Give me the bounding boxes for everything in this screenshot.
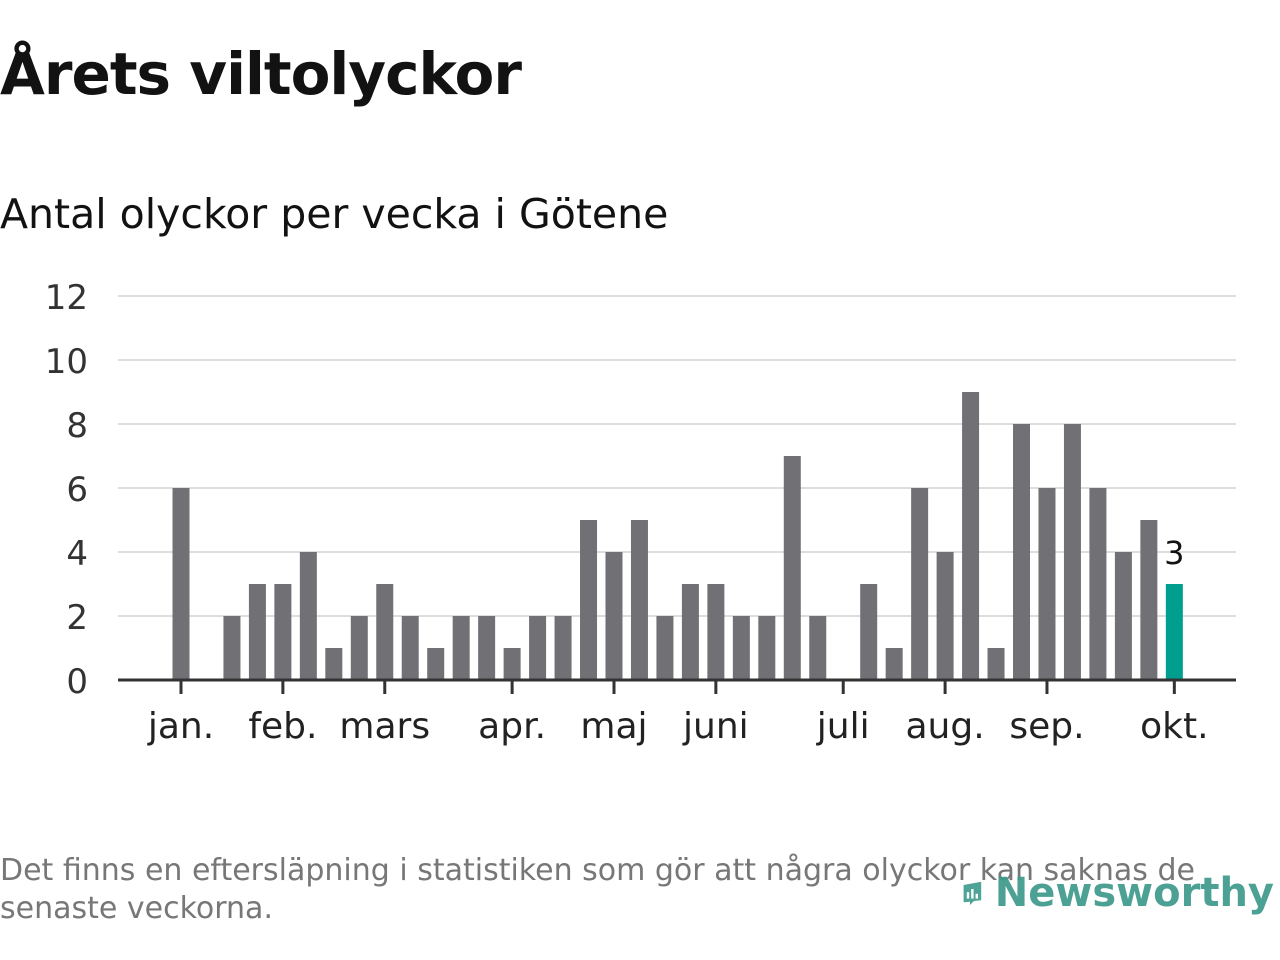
bar <box>1114 552 1132 680</box>
bar <box>325 648 343 680</box>
bars <box>172 392 1183 680</box>
bar <box>1063 424 1081 680</box>
labels: 3 <box>1164 534 1184 572</box>
bar <box>1013 424 1031 680</box>
bar <box>936 552 954 680</box>
bar <box>376 584 394 680</box>
x-tick-label: jan. <box>147 706 214 747</box>
y-tick-label: 12 <box>45 278 88 318</box>
bar <box>580 520 598 680</box>
bar <box>1089 488 1107 680</box>
x-tick-label: feb. <box>248 706 317 747</box>
chart-subtitle: Antal olyckor per vecka i Götene <box>0 190 669 238</box>
x-tick-label: juli <box>816 706 870 747</box>
y-tick-label: 8 <box>66 406 88 446</box>
x-tick-label: maj <box>580 706 647 747</box>
y-tick-label: 2 <box>66 598 88 638</box>
x-tick-label: mars <box>339 706 430 747</box>
bar <box>1140 520 1158 680</box>
bar <box>172 488 190 680</box>
x-axis: jan. feb. mars apr. maj juni juli aug. sep. okt. <box>118 678 1236 747</box>
y-tick-label: 0 <box>66 662 88 702</box>
bar <box>274 584 292 680</box>
bar <box>478 616 496 680</box>
newsworthy-logo: Newsworthy <box>962 858 1274 928</box>
bar <box>783 456 801 680</box>
y-tick-label: 10 <box>45 342 88 382</box>
bar <box>503 648 521 680</box>
bar <box>758 616 776 680</box>
bar <box>885 648 903 680</box>
bar <box>554 616 572 680</box>
bar <box>1038 488 1056 680</box>
newsworthy-logo-icon <box>963 881 982 905</box>
bar <box>299 552 317 680</box>
y-tick-label: 4 <box>66 534 88 574</box>
bar-chart: 0 2 4 6 8 10 12 jan. feb. mars apr. maj juni juli aug… <box>45 278 1236 747</box>
footnote: Det finns en eftersläpning i statistiken… <box>0 853 1195 926</box>
x-tick-label: juni <box>682 706 749 747</box>
bar <box>452 616 470 680</box>
bar <box>732 616 750 680</box>
bar <box>427 648 445 680</box>
x-tick-label: aug. <box>906 706 985 747</box>
bar <box>529 616 547 680</box>
x-tick-label: sep. <box>1009 706 1084 747</box>
bar <box>707 584 725 680</box>
x-tick-label: apr. <box>478 706 546 747</box>
bar <box>401 616 419 680</box>
logo-wordmark: Newsworthy <box>994 870 1274 916</box>
bar <box>962 392 980 680</box>
data-label: 3 <box>1164 534 1184 572</box>
bar <box>223 616 241 680</box>
bar <box>605 552 623 680</box>
bar <box>248 584 266 680</box>
bar <box>809 616 827 680</box>
bar <box>911 488 929 680</box>
chart-title: Årets viltolyckor <box>0 40 522 108</box>
x-tick-label: okt. <box>1140 706 1208 747</box>
bar-highlight <box>1165 584 1183 680</box>
bar <box>656 616 674 680</box>
bar <box>630 520 648 680</box>
bar <box>987 648 1005 680</box>
y-tick-label: 6 <box>66 470 88 510</box>
bar <box>860 584 878 680</box>
bar <box>681 584 699 680</box>
bar <box>350 616 368 680</box>
